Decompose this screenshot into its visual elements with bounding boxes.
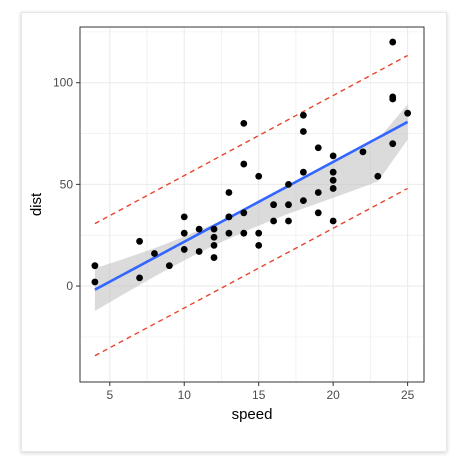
data-point [329,217,337,225]
data-point [314,189,322,196]
data-point [329,185,337,192]
data-point [225,213,233,221]
data-point [389,140,397,148]
data-point [285,217,292,225]
data-point [210,241,218,249]
data-point [329,176,337,184]
data-point [151,250,158,257]
data-point [165,262,173,270]
panel-border [79,26,425,383]
data-point [225,189,233,196]
data-point [314,209,322,217]
data-point [285,180,292,188]
data-point [180,246,188,253]
data-point [329,152,337,160]
data-point [180,213,188,221]
data-point [255,229,263,237]
confidence-band [94,104,408,312]
prediction-upper-line [94,54,408,225]
y-tick-label: 100 [53,76,73,90]
data-point [270,201,277,209]
data-point [180,229,188,237]
x-axis-title: speed [232,406,273,423]
data-point [314,144,322,152]
data-point [299,197,307,205]
data-points [91,38,412,286]
data-point [195,248,203,255]
data-point [195,225,203,233]
x-tick-label: 10 [178,388,192,402]
data-point [404,109,412,117]
y-tick-label: 50 [60,177,74,191]
data-point [136,237,143,245]
data-point [136,274,143,282]
data-point [240,209,248,217]
x-tick-label: 5 [106,388,113,402]
y-axis-title: dist [28,192,45,216]
x-tick-label: 20 [326,388,340,402]
data-point [389,93,397,101]
data-point [285,201,292,209]
data-point [299,128,307,135]
data-point [240,229,248,237]
minor-gridlines [80,27,424,382]
data-point [240,119,248,127]
data-point [255,172,263,180]
data-point [389,38,397,46]
y-axis-ticks: 0 50 100 [53,76,80,293]
data-point [210,254,218,261]
data-point [210,225,218,233]
data-point [299,111,307,119]
data-point [225,229,233,237]
x-tick-label: 25 [401,388,415,402]
data-point [240,160,248,168]
regression-line [94,120,409,291]
data-point [255,241,263,249]
data-point [329,168,337,176]
data-point [374,172,382,180]
data-point [299,168,307,176]
y-tick-label: 0 [66,279,73,293]
data-point [91,278,99,286]
x-tick-label: 15 [252,388,266,402]
data-point [91,262,99,270]
data-point [270,217,277,225]
data-point [210,233,218,241]
x-axis-ticks: 5 10 15 20 25 [106,382,415,402]
data-point [359,148,367,156]
